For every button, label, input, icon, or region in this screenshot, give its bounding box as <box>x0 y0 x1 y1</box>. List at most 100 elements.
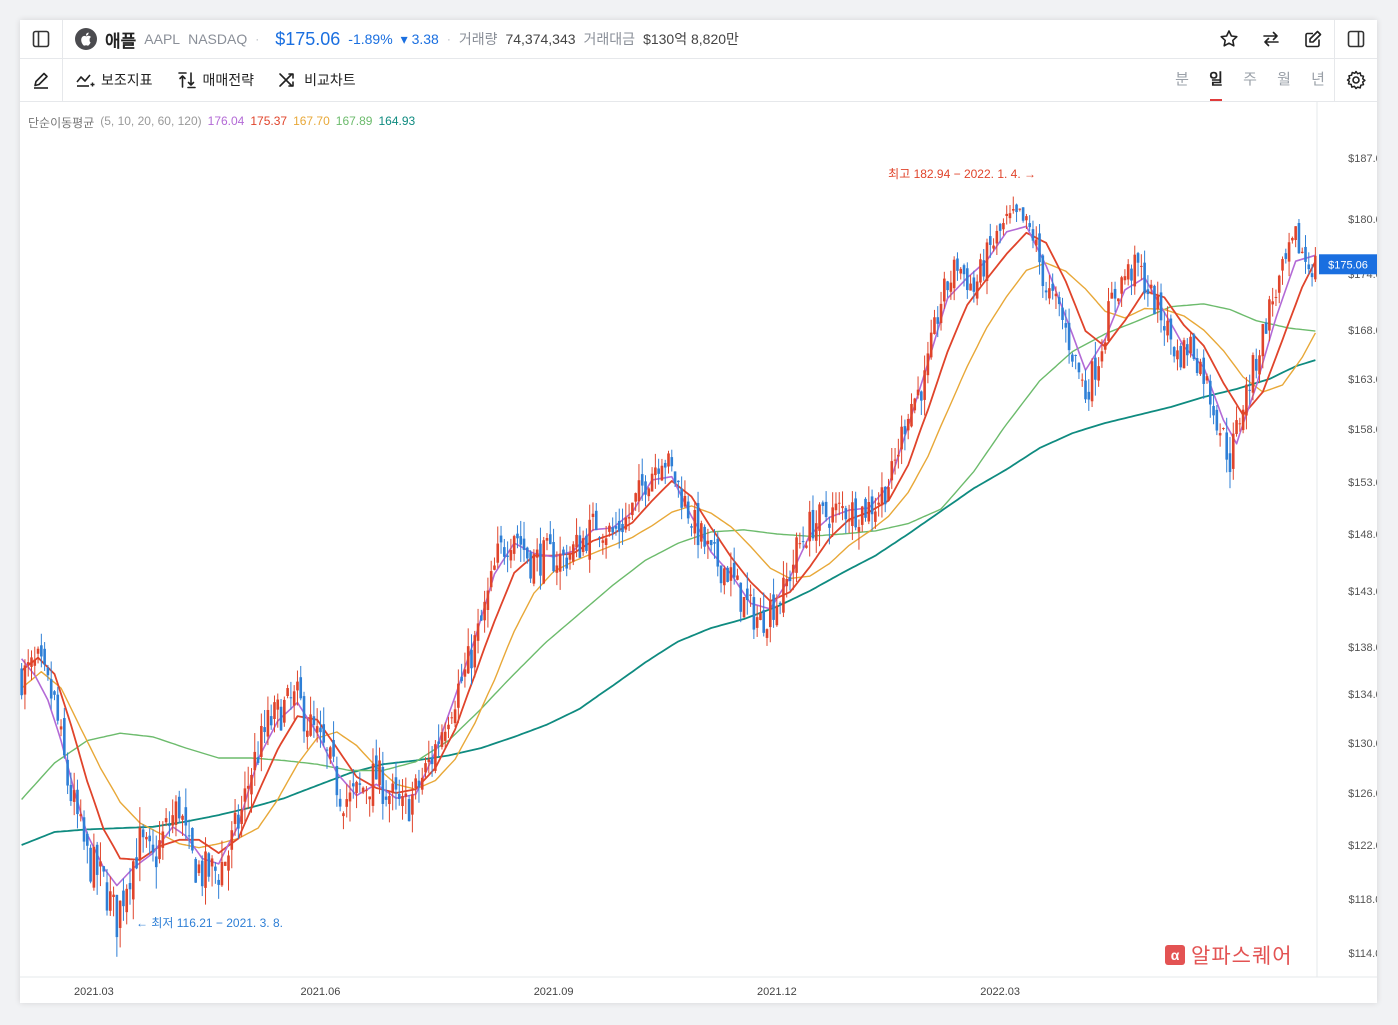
candle[interactable] <box>108 876 112 916</box>
indicators-button[interactable]: 보조지표 <box>63 59 165 101</box>
candle[interactable] <box>401 779 404 820</box>
candle[interactable] <box>946 280 949 298</box>
candle[interactable] <box>388 790 391 823</box>
candle[interactable] <box>805 541 808 549</box>
candle[interactable] <box>480 609 483 622</box>
candle[interactable] <box>342 811 345 830</box>
candle[interactable] <box>811 495 815 541</box>
period-day[interactable]: 일 <box>1199 59 1233 101</box>
candle[interactable] <box>693 501 697 545</box>
candle[interactable] <box>1064 309 1068 343</box>
candle[interactable] <box>335 756 339 807</box>
candle[interactable] <box>1261 323 1265 369</box>
candle[interactable] <box>1304 235 1307 274</box>
candle[interactable] <box>434 740 437 774</box>
candle[interactable] <box>591 502 595 531</box>
candle[interactable] <box>732 547 736 585</box>
candle[interactable] <box>1284 248 1288 264</box>
candle[interactable] <box>713 529 716 559</box>
candle[interactable] <box>315 708 319 743</box>
candle[interactable] <box>729 552 733 597</box>
candle[interactable] <box>782 561 785 618</box>
candle[interactable] <box>834 492 838 523</box>
candle[interactable] <box>453 700 457 728</box>
candle[interactable] <box>424 757 427 778</box>
candle[interactable] <box>1008 205 1012 224</box>
candle[interactable] <box>486 577 490 628</box>
candle[interactable] <box>604 526 608 559</box>
candle[interactable] <box>581 530 585 556</box>
candle[interactable] <box>1149 279 1153 295</box>
candle[interactable] <box>742 596 746 618</box>
candle[interactable] <box>837 492 841 516</box>
candle[interactable] <box>680 476 683 520</box>
candle[interactable] <box>686 495 690 524</box>
candle[interactable] <box>851 491 854 540</box>
period-week[interactable]: 주 <box>1243 71 1257 88</box>
candle[interactable] <box>522 521 526 562</box>
candle[interactable] <box>89 844 92 884</box>
candle[interactable] <box>1235 406 1238 437</box>
candle[interactable] <box>72 772 76 816</box>
candle[interactable] <box>900 415 903 465</box>
candle[interactable] <box>112 886 115 917</box>
candle[interactable] <box>962 263 966 287</box>
candle[interactable] <box>1166 306 1169 343</box>
candle[interactable] <box>1195 348 1199 376</box>
candle[interactable] <box>210 855 214 887</box>
compare-button[interactable]: 비교차트 <box>266 59 368 101</box>
candle[interactable] <box>99 842 102 887</box>
strategy-button[interactable]: 매매전략 <box>165 59 267 101</box>
candle[interactable] <box>870 489 874 531</box>
candle[interactable] <box>26 649 30 677</box>
candle[interactable] <box>1071 352 1074 368</box>
candle[interactable] <box>673 471 677 488</box>
candle[interactable] <box>677 480 680 498</box>
candle[interactable] <box>1025 213 1028 230</box>
period-month[interactable]: 월 <box>1277 71 1291 88</box>
candle[interactable] <box>102 865 106 877</box>
candle[interactable] <box>910 393 913 428</box>
candle[interactable] <box>1228 436 1232 489</box>
candle[interactable] <box>184 788 188 840</box>
candle[interactable] <box>1238 417 1242 432</box>
candle[interactable] <box>1307 252 1311 275</box>
candle[interactable] <box>598 536 601 548</box>
candle[interactable] <box>1146 275 1150 307</box>
candle[interactable] <box>1087 379 1091 411</box>
candle[interactable] <box>614 511 618 536</box>
candle[interactable] <box>519 520 523 562</box>
candle[interactable] <box>539 527 542 590</box>
candle[interactable] <box>768 593 772 643</box>
candle[interactable] <box>571 541 575 566</box>
candle[interactable] <box>906 413 910 440</box>
candle[interactable] <box>542 536 546 585</box>
candle[interactable] <box>555 551 559 586</box>
candle[interactable] <box>63 707 66 759</box>
candle[interactable] <box>988 223 992 258</box>
candle[interactable] <box>204 837 207 905</box>
switch-symbol-button[interactable] <box>1250 20 1292 58</box>
candle[interactable] <box>374 739 378 780</box>
candle[interactable] <box>998 222 1002 244</box>
candle[interactable] <box>200 855 204 897</box>
candle[interactable] <box>483 590 486 633</box>
candle[interactable] <box>36 646 40 664</box>
candle[interactable] <box>1156 281 1160 323</box>
candle[interactable] <box>125 884 129 925</box>
candle[interactable] <box>246 766 250 809</box>
candle[interactable] <box>716 532 720 577</box>
candle[interactable] <box>493 557 496 571</box>
candle[interactable] <box>844 505 848 534</box>
candle[interactable] <box>1057 291 1061 317</box>
candle[interactable] <box>23 659 27 710</box>
candle[interactable] <box>187 819 191 849</box>
candle[interactable] <box>1245 376 1248 430</box>
candle[interactable] <box>959 267 963 280</box>
candle[interactable] <box>496 526 500 569</box>
candle[interactable] <box>404 777 408 814</box>
candle[interactable] <box>972 270 976 303</box>
candle[interactable] <box>821 500 825 515</box>
candle[interactable] <box>171 799 174 834</box>
candle[interactable] <box>548 521 552 545</box>
